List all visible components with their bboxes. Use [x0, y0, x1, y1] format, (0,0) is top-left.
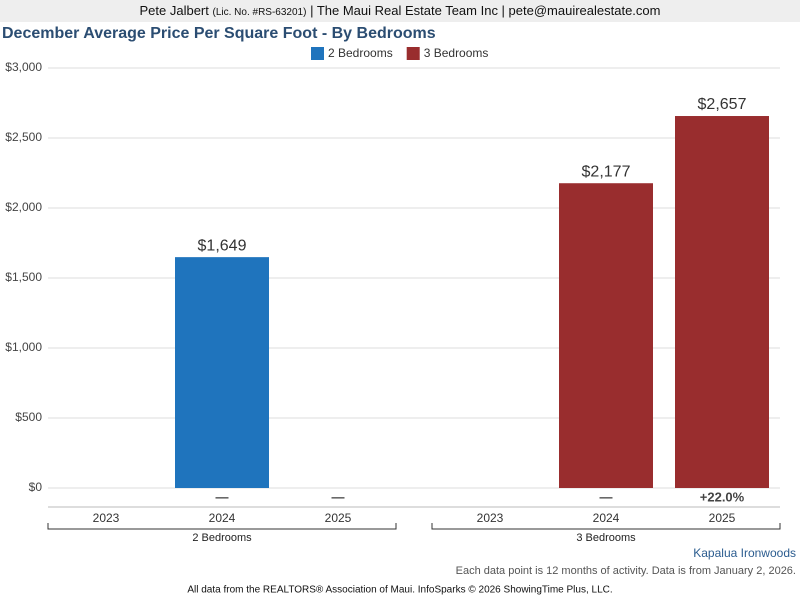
header: Pete Jalbert (Lic. No. #RS-63201) | The …: [0, 0, 800, 22]
x-tick-label: 2024: [209, 511, 236, 525]
y-tick-label: $2,000: [5, 200, 42, 214]
group-label: 2 Bedrooms: [192, 532, 252, 544]
y-tick-label: $3,000: [5, 60, 42, 74]
y-tick-label: $1,500: [5, 270, 42, 284]
area-name: Kapalua Ironwoods: [693, 546, 796, 560]
value-label: $1,649: [198, 237, 247, 254]
license: (Lic. No. #RS-63201): [212, 7, 307, 18]
bar: [559, 183, 653, 488]
x-tick-label: 2025: [709, 511, 736, 525]
change-label: —: [600, 489, 613, 504]
x-tick-label: 2024: [593, 511, 620, 525]
y-tick-label: $500: [15, 410, 42, 424]
agency: | The Maui Real Estate Team Inc | pete@m…: [310, 3, 661, 18]
value-label: $2,177: [582, 163, 631, 180]
legend-swatch: [406, 47, 420, 60]
source: All data from the REALTORS® Association …: [187, 585, 612, 596]
legend-swatch: [311, 47, 324, 60]
bar: [175, 257, 269, 488]
chart-title: December Average Price Per Square Foot -…: [2, 25, 436, 42]
x-tick-label: 2023: [93, 511, 120, 525]
bar: [675, 116, 769, 489]
change-label: —: [332, 489, 345, 504]
x-tick-label: 2025: [325, 511, 352, 525]
y-tick-label: $1,000: [5, 340, 42, 354]
x-tick-label: 2023: [477, 511, 504, 525]
group-label: 3 Bedrooms: [576, 532, 636, 544]
change-label: —: [216, 489, 229, 504]
group-bracket: [47, 523, 397, 530]
y-tick-label: $2,500: [5, 130, 42, 144]
y-tick-label: $0: [29, 480, 43, 494]
note: Each data point is 12 months of activity…: [456, 565, 796, 577]
change-label: +22.0%: [700, 489, 745, 504]
agent-name: Pete Jalbert: [139, 3, 209, 18]
group-bracket: [431, 523, 781, 530]
value-label: $2,657: [698, 96, 747, 113]
legend-label: 3 Bedrooms: [424, 46, 489, 60]
legend-label: 2 Bedrooms: [328, 46, 393, 60]
